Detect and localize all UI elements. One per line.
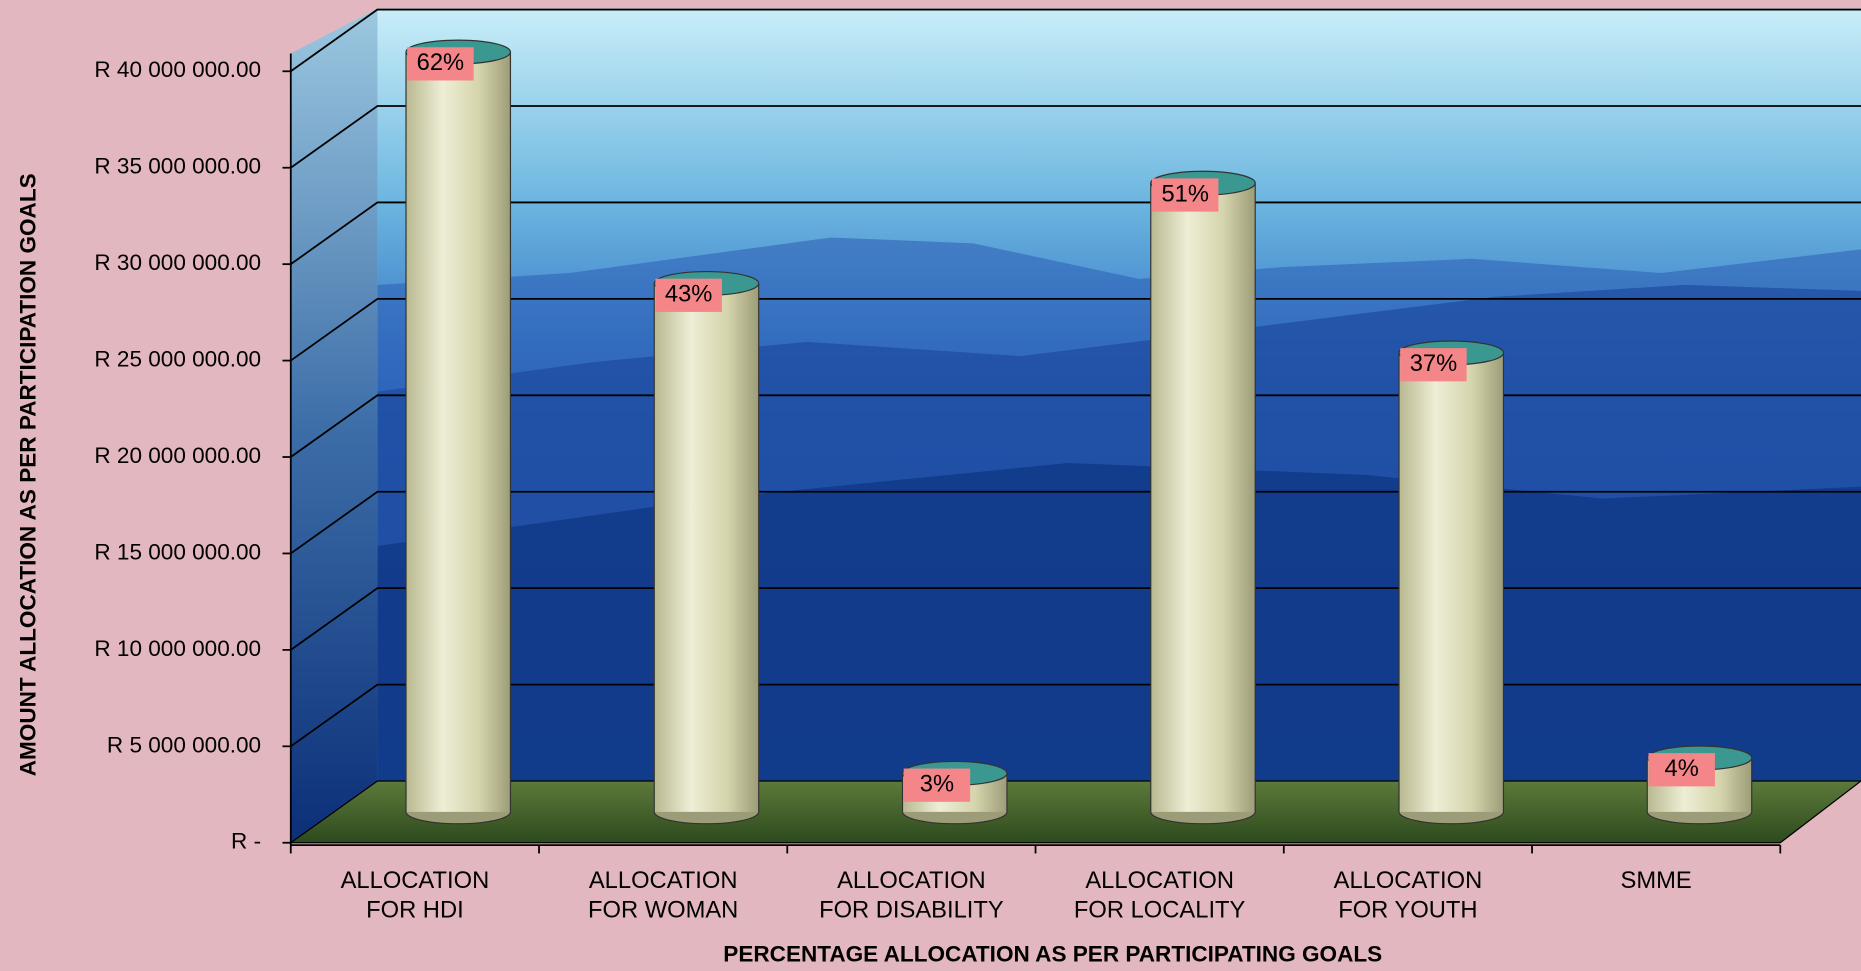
grid-line bbox=[290, 8, 1861, 73]
grid-line bbox=[290, 394, 1861, 458]
percent-label-box bbox=[655, 278, 722, 312]
percent-label: 4% bbox=[1665, 756, 1699, 782]
grid-line bbox=[290, 105, 1861, 169]
bar bbox=[654, 283, 759, 812]
percent-label-box bbox=[1151, 178, 1219, 212]
percent-label: 3% bbox=[920, 771, 954, 797]
x-tick-label: ALLOCATION FOR HDI bbox=[340, 867, 490, 924]
x-tick-label-box: ALLOCATION FOR HDI bbox=[340, 867, 490, 924]
x-tick-label: ALLOCATION FOR WOMAN bbox=[587, 867, 739, 924]
percent-label: 43% bbox=[665, 282, 712, 308]
x-tick-label: ALLOCATION FOR LOCALITY bbox=[1073, 867, 1246, 924]
percent-label: 37% bbox=[1410, 351, 1457, 377]
x-tick-label-box: ALLOCATION FOR YOUTH bbox=[1333, 867, 1483, 924]
x-tick-label: ALLOCATION FOR YOUTH bbox=[1333, 867, 1483, 924]
grid-line bbox=[290, 587, 1861, 651]
percent-label-box bbox=[407, 47, 474, 81]
x-axis-title: PERCENTAGE ALLOCATION AS PER PARTICIPATI… bbox=[723, 941, 1382, 966]
floor bbox=[288, 780, 1861, 844]
x-tick-label-box: ALLOCATION FOR LOCALITY bbox=[1073, 867, 1246, 924]
y-tick-label: R 15 000 000.00 bbox=[94, 539, 261, 564]
x-tick-label: ALLOCATION FOR DISABILITY bbox=[819, 867, 1004, 924]
y-tick-label: R - bbox=[231, 829, 261, 854]
percent-label: 62% bbox=[417, 50, 464, 76]
percent-label-box bbox=[1400, 348, 1467, 382]
grid-line bbox=[290, 683, 1861, 748]
bar bbox=[1150, 183, 1256, 812]
x-tick-label: SMME bbox=[1620, 867, 1692, 894]
percent-label: 51% bbox=[1161, 181, 1208, 207]
y-tick-label: R 40 000 000.00 bbox=[94, 57, 261, 82]
x-tick-label-box: SMME bbox=[1620, 867, 1692, 894]
y-tick-label: R 10 000 000.00 bbox=[94, 636, 261, 661]
bar bbox=[406, 51, 511, 812]
y-tick-label: R 20 000 000.00 bbox=[94, 443, 261, 468]
percent-label-box bbox=[903, 768, 971, 802]
grid-line bbox=[290, 297, 1861, 362]
y-tick-label: R 25 000 000.00 bbox=[94, 347, 261, 372]
x-tick-label-box: ALLOCATION FOR DISABILITY bbox=[819, 867, 1004, 924]
grid-line bbox=[290, 201, 1861, 265]
y-tick-label: R 35 000 000.00 bbox=[94, 154, 261, 179]
y-tick-label: R 30 000 000.00 bbox=[94, 250, 261, 275]
percent-label-box bbox=[1648, 753, 1715, 787]
x-tick-label-box: ALLOCATION FOR WOMAN bbox=[587, 867, 739, 924]
grid-line bbox=[290, 490, 1861, 555]
y-tick-label: R 5 000 000.00 bbox=[107, 732, 261, 757]
bar bbox=[1399, 352, 1504, 812]
y-axis-title: AMOUNT ALLOCATION AS PER PARTICIPATION G… bbox=[16, 173, 41, 776]
